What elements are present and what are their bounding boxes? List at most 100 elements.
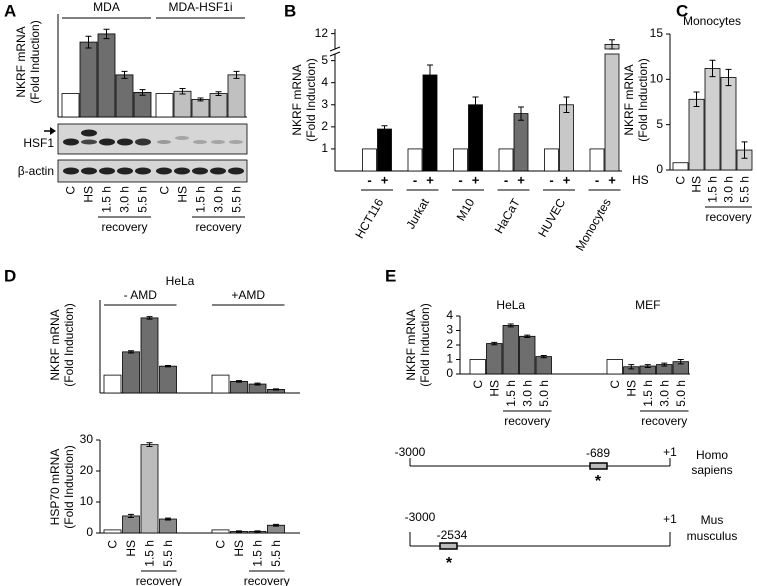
bar: [468, 104, 483, 172]
y-tick-label: 3: [446, 323, 453, 337]
group-label: MEF: [635, 298, 660, 312]
x-tick-label: HS: [124, 540, 138, 557]
bar: [103, 529, 122, 534]
y-tick-label: 3: [321, 97, 328, 111]
x-tick-label: Monocytes: [573, 196, 614, 253]
category-group: recovery: [705, 210, 751, 224]
y-tick-label: 2: [446, 337, 453, 351]
x-tick-label: HaCaT: [492, 196, 523, 236]
y-tick-label: 0: [86, 525, 93, 539]
y-tick-label: 1: [446, 352, 453, 366]
x-tick-label: 3.0 h: [722, 176, 736, 203]
x-tick-label: 3.0 h: [212, 186, 226, 213]
binding-site: -2534: [437, 528, 468, 542]
category-group: recovery: [641, 414, 687, 428]
error-bar: [233, 70, 240, 79]
bar: [704, 68, 721, 171]
category-group: recovery: [195, 220, 241, 234]
y-axis-label: NKRF mRNA: [622, 64, 636, 135]
error-bar: [709, 59, 716, 78]
panel-letter: B: [284, 1, 296, 20]
error-bar: [518, 106, 524, 121]
error-bar: [677, 359, 684, 365]
error-bar: [165, 364, 171, 368]
x-tick-label: C: [158, 186, 172, 195]
bar: [122, 515, 140, 534]
condition-label: -: [549, 172, 553, 187]
error-bar: [103, 28, 110, 40]
condition-label: +: [563, 172, 571, 187]
x-tick-label: 5.5 h: [738, 176, 752, 203]
x-tick-label: 3.0 h: [118, 186, 132, 213]
y-axis-label: (Fold Induction): [62, 303, 76, 386]
x-tick-label: Jurkat: [403, 196, 432, 232]
species: Homo: [696, 448, 728, 462]
x-tick-label: C: [214, 540, 228, 549]
error-bar: [236, 380, 242, 383]
y-tick-label: 5: [656, 117, 663, 131]
condition-label: +: [608, 172, 616, 187]
bar: [589, 148, 605, 172]
y-axis-label: (Fold Induction): [28, 20, 42, 103]
y-tick-label: 10: [650, 72, 664, 86]
x-tick-label: 1.5 h: [706, 176, 720, 203]
x-tick-label: HS: [487, 380, 501, 397]
group-label: HeLa: [496, 298, 525, 312]
error-bar: [563, 96, 570, 113]
axis-break: [329, 46, 341, 57]
bar: [61, 93, 80, 118]
error-bar: [381, 125, 388, 133]
bar: [140, 444, 159, 534]
bar: [606, 359, 623, 375]
error-bar: [741, 141, 748, 159]
bar: [211, 529, 230, 534]
error-bar: [128, 513, 134, 518]
condition-name: HS: [632, 173, 649, 187]
bar: [122, 351, 140, 394]
bar: [688, 98, 705, 171]
y-axis-label: HSP70 mRNA: [48, 449, 62, 526]
error-bar: [273, 523, 279, 527]
bar: [230, 380, 248, 394]
bar: [191, 99, 210, 118]
panel-letter: C: [676, 1, 688, 20]
y-tick-label: 10: [80, 494, 94, 508]
group-label: +AMD: [231, 288, 265, 302]
condition-label: -: [458, 172, 462, 187]
promoter-end: +1: [663, 445, 677, 459]
bar: [469, 359, 486, 375]
x-tick-label: HUVEC: [535, 196, 568, 240]
x-tick-label: 1.5 h: [641, 380, 655, 407]
y-tick-label: 4: [321, 75, 328, 89]
x-tick-label: M10: [454, 196, 478, 223]
bar: [720, 77, 737, 171]
y-axis-label: (Fold Induction): [636, 58, 650, 141]
error-bar: [427, 64, 433, 86]
x-tick-label: HS: [624, 380, 638, 397]
condition-label: -: [413, 172, 417, 187]
bar: [672, 162, 689, 171]
category-group: recovery: [136, 574, 182, 586]
y-tick-label: 5: [321, 53, 328, 67]
promoter-start: -3000: [395, 445, 426, 459]
promoter-end: +1: [663, 512, 677, 526]
y-axis-label: (Fold Induction): [418, 303, 432, 386]
y-tick-label: 20: [80, 463, 94, 477]
bar: [362, 148, 377, 172]
error-bar: [524, 334, 531, 338]
y-tick-label: 2: [321, 119, 328, 133]
category-group: recovery: [244, 574, 290, 586]
error-bar: [121, 70, 128, 79]
group-label: MDA-HSF1i: [168, 0, 232, 14]
group-label: - AMD: [124, 288, 158, 302]
x-tick-label: 5.0 h: [674, 380, 688, 407]
y-tick-label: 15: [650, 26, 664, 40]
condition-label: -: [367, 172, 371, 187]
condition-label: +: [472, 172, 480, 187]
category-group: recovery: [101, 220, 147, 234]
x-tick-label: 5.0 h: [537, 380, 551, 407]
x-tick-label: C: [64, 186, 78, 195]
x-tick-label: HS: [176, 186, 190, 203]
error-bar: [725, 68, 732, 87]
error-bar: [609, 39, 615, 50]
